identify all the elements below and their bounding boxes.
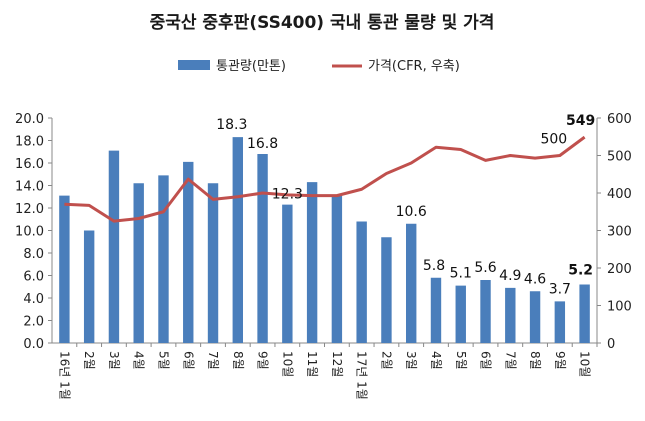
bar xyxy=(529,291,541,343)
bar xyxy=(406,223,417,343)
y-left-tick-label: 2.0 xyxy=(23,315,44,330)
chart-title: 중국산 중후판(SS400) 국내 통관 물량 및 가격 xyxy=(150,12,495,33)
bar-data-label: 5.6 xyxy=(474,260,496,276)
y-right-tick-label: 300 xyxy=(607,225,632,240)
x-tick-label: 3월 xyxy=(107,351,121,370)
line-data-label: 500 xyxy=(540,132,567,148)
y-left-tick-label: 6.0 xyxy=(23,270,44,285)
bar xyxy=(306,182,318,343)
x-tick-label: 2월 xyxy=(82,351,96,370)
bar xyxy=(356,221,367,343)
y-right-tick-label: 400 xyxy=(607,187,632,202)
legend-line-label: 가격(CFR, 우축) xyxy=(368,59,460,74)
bar xyxy=(59,195,70,343)
bar-data-label: 4.9 xyxy=(499,268,521,284)
bar-data-label: 18.3 xyxy=(216,117,247,133)
x-tick-label: 6월 xyxy=(479,351,493,370)
bar xyxy=(232,137,243,343)
bar xyxy=(554,301,566,343)
bar xyxy=(579,284,590,343)
bar xyxy=(381,237,392,343)
y-left-tick-label: 16.0 xyxy=(15,157,44,172)
y-left-tick-label: 8.0 xyxy=(23,247,44,262)
bar xyxy=(257,154,268,343)
line-data-label: 549 xyxy=(566,113,595,129)
bar-data-label: 16.8 xyxy=(247,136,278,152)
y-right-tick-label: 100 xyxy=(607,300,632,315)
y-right-tick-label: 0 xyxy=(607,337,615,352)
bar-data-label: 5.8 xyxy=(423,258,445,274)
x-tick-label: 8월 xyxy=(231,351,245,370)
bar-data-label: 5.1 xyxy=(450,266,472,282)
y-left-tick-label: 10.0 xyxy=(15,225,44,240)
x-tick-label: 6월 xyxy=(181,351,195,370)
y-right-tick-label: 600 xyxy=(607,112,632,127)
x-tick-label: 4월 xyxy=(132,351,146,370)
bar xyxy=(108,150,120,343)
bar xyxy=(430,277,442,343)
bar-data-label: 10.6 xyxy=(396,204,427,220)
x-tick-label: 17년 1월 xyxy=(355,351,369,400)
bar xyxy=(480,280,491,343)
y-left-tick-label: 18.0 xyxy=(15,135,44,150)
x-tick-label: 8월 xyxy=(528,351,542,370)
legend-bar-label: 통관량(만톤) xyxy=(216,59,286,74)
bar xyxy=(207,183,219,343)
x-tick-label: 10월 xyxy=(578,351,592,377)
bar xyxy=(282,204,293,343)
legend: 통관량(만톤) 가격(CFR, 우축) xyxy=(178,59,460,74)
plot-area: 0.0 2.0 4.0 6.0 8.0 10.0 12.0 14.0 16.0 18.0 20.0 0… xyxy=(15,112,632,400)
y-left-tick-label: 20.0 xyxy=(15,112,44,127)
bar xyxy=(455,285,466,343)
y-left-tick-label: 0.0 xyxy=(23,337,44,352)
x-tick-label: 9월 xyxy=(256,351,270,370)
legend-bar-swatch xyxy=(178,60,210,70)
x-tick-label: 5월 xyxy=(156,351,170,370)
x-tick-label: 7월 xyxy=(503,351,517,370)
x-tick-label: 9월 xyxy=(553,351,567,370)
y-left-tick-label: 12.0 xyxy=(15,202,44,217)
bar-data-label: 3.7 xyxy=(549,281,571,297)
bar xyxy=(183,161,194,343)
bar xyxy=(133,183,144,343)
x-tick-label: 16년 1월 xyxy=(57,351,71,400)
price-line xyxy=(64,135,586,223)
x-tick-label: 4월 xyxy=(429,351,443,370)
bar-data-label: 12.3 xyxy=(272,187,303,203)
x-tick-label: 10월 xyxy=(280,351,294,377)
x-tick-label: 2월 xyxy=(379,351,393,370)
bar-data-label: 5.2 xyxy=(568,263,593,279)
bar xyxy=(331,195,343,343)
x-tick-label: 5월 xyxy=(454,351,468,370)
bar xyxy=(158,175,169,343)
y-left-tick-label: 14.0 xyxy=(15,180,44,195)
y-right-tick-label: 200 xyxy=(607,262,632,277)
x-tick-label: 12월 xyxy=(330,351,344,377)
x-tick-label: 3월 xyxy=(404,351,418,370)
y-right-tick-label: 500 xyxy=(607,150,632,165)
bar xyxy=(505,287,516,343)
y-left-tick-label: 4.0 xyxy=(23,292,44,307)
bar xyxy=(83,230,95,343)
x-tick-label: 7월 xyxy=(206,351,220,370)
bar-data-label: 4.6 xyxy=(524,271,546,287)
x-tick-label: 11월 xyxy=(305,351,319,377)
